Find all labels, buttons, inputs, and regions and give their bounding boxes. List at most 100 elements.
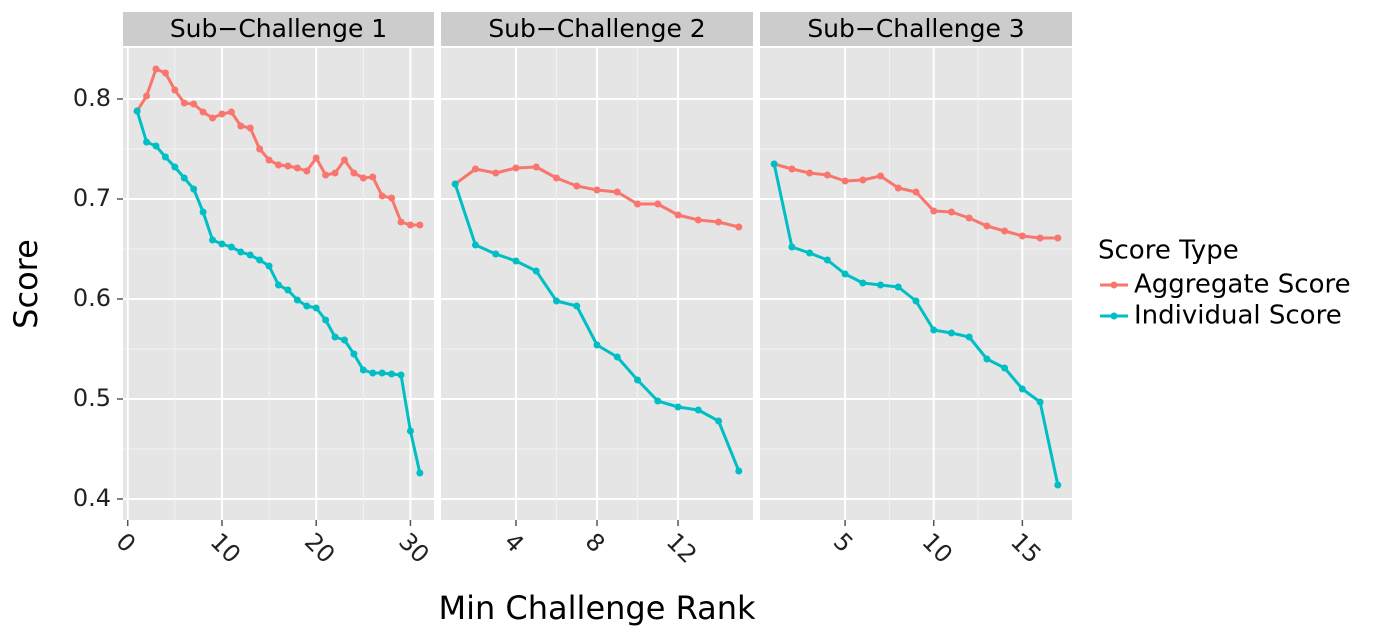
data-point [930, 326, 938, 334]
data-point [218, 110, 226, 118]
data-point [312, 304, 320, 312]
data-point [841, 270, 849, 278]
data-point [293, 296, 301, 304]
data-point [133, 107, 141, 115]
data-point [471, 165, 479, 173]
data-point [715, 218, 723, 226]
data-point [573, 302, 581, 310]
legend-title: Score Type [1098, 236, 1239, 266]
data-point [152, 142, 160, 150]
data-point [894, 184, 902, 192]
data-point [378, 192, 386, 200]
y-tick-label: 0.4 [73, 484, 111, 512]
data-point [284, 162, 292, 170]
data-point [190, 100, 198, 108]
data-point [227, 243, 235, 251]
data-point [912, 297, 920, 305]
data-point [947, 208, 955, 216]
data-point [877, 172, 885, 180]
data-point [406, 427, 414, 435]
legend-key-point [1110, 312, 1118, 320]
data-point [947, 329, 955, 337]
data-point [275, 161, 282, 169]
data-point [303, 302, 311, 310]
data-point [1054, 234, 1062, 242]
data-point [340, 156, 348, 164]
data-point [532, 267, 540, 275]
legend-label: Individual Score [1134, 301, 1342, 331]
data-point [322, 316, 330, 324]
y-tick-label: 0.7 [73, 184, 111, 212]
data-point [694, 216, 702, 224]
data-point [1001, 227, 1009, 235]
data-point [983, 222, 991, 230]
data-point [303, 167, 311, 175]
data-point [788, 165, 796, 173]
data-point [378, 369, 386, 377]
data-point [388, 370, 396, 378]
data-point [552, 297, 560, 305]
data-point [199, 108, 207, 116]
legend-label: Aggregate Score [1134, 270, 1351, 300]
data-point [512, 164, 520, 172]
data-point [322, 171, 330, 179]
strip [760, 12, 1072, 46]
data-point [312, 154, 320, 162]
data-point [190, 185, 198, 193]
data-point [451, 180, 459, 188]
data-point [256, 256, 264, 264]
data-point [806, 249, 814, 257]
data-point [265, 156, 273, 164]
data-point [180, 174, 188, 182]
data-point [492, 169, 500, 177]
data-point [654, 397, 662, 405]
data-point [359, 174, 367, 182]
data-point [894, 283, 902, 291]
data-point [218, 240, 226, 248]
data-point [256, 145, 264, 153]
y-tick-label: 0.8 [73, 84, 111, 112]
data-point [180, 99, 188, 107]
data-point [770, 160, 778, 168]
x-tick-label: 5 [828, 527, 859, 558]
x-tick-label: 0 [111, 527, 142, 558]
data-point [593, 341, 601, 349]
strip [123, 12, 434, 46]
data-point [573, 182, 581, 190]
data-point [983, 355, 991, 363]
data-point [143, 92, 151, 100]
data-point [275, 281, 282, 289]
data-point [406, 221, 414, 229]
data-point [613, 188, 621, 196]
x-tick-label: 10 [205, 527, 246, 568]
x-tick-label: 30 [393, 527, 434, 568]
data-point [654, 200, 662, 208]
data-point [237, 248, 245, 256]
data-point [552, 174, 560, 182]
x-tick-label: 10 [917, 527, 958, 568]
data-point [912, 188, 920, 196]
data-point [388, 194, 396, 202]
panel-background [760, 48, 1072, 520]
data-point [965, 333, 973, 341]
data-point [397, 371, 405, 379]
x-tick-label: 20 [299, 527, 340, 568]
data-point [859, 176, 867, 184]
data-point [359, 366, 367, 374]
data-point [152, 65, 160, 73]
data-point [350, 169, 358, 177]
data-point [613, 353, 621, 361]
x-tick-label: 4 [499, 527, 530, 558]
data-point [823, 171, 831, 179]
data-point [331, 333, 339, 341]
data-point [246, 251, 254, 259]
data-point [397, 218, 405, 226]
y-axis-title: Score [7, 239, 45, 329]
data-point [369, 369, 377, 377]
data-point [735, 467, 743, 475]
legend-key-point [1110, 281, 1118, 289]
data-point [735, 223, 743, 231]
data-point [331, 169, 339, 177]
data-point [416, 469, 424, 477]
